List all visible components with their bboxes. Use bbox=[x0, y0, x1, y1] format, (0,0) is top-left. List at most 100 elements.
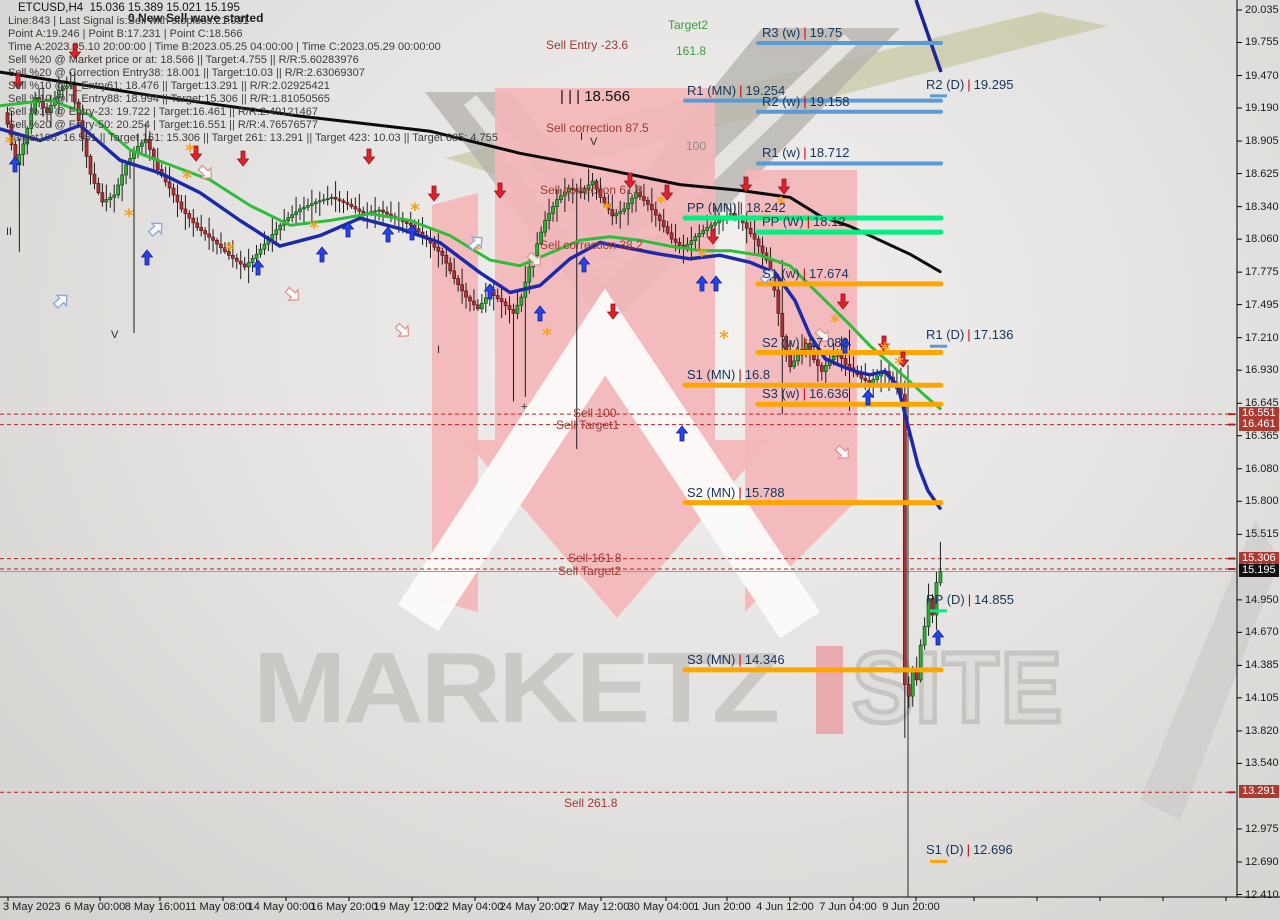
fib-label: Sell 261.8 bbox=[564, 796, 618, 810]
buy-arrow-icon bbox=[483, 283, 497, 300]
candle-down bbox=[606, 203, 611, 211]
candle-down bbox=[756, 238, 761, 247]
price-badge-15-306: 15.306 bbox=[1239, 551, 1279, 565]
candle-up bbox=[918, 644, 923, 681]
candle-down bbox=[242, 263, 247, 268]
sr-separator: | bbox=[803, 145, 807, 161]
candle-down bbox=[610, 209, 615, 217]
candle-up bbox=[278, 224, 283, 231]
candle-down bbox=[349, 203, 354, 207]
sr-label-r2d: R2 (D) | 19.295 bbox=[926, 77, 1013, 92]
candle-down bbox=[227, 251, 231, 256]
sell-arrow-icon bbox=[68, 43, 82, 60]
candle-up bbox=[116, 184, 121, 196]
fast-ma-line bbox=[0, 98, 942, 410]
hollow-down-arrow-icon bbox=[197, 164, 213, 180]
sell-arrow-icon bbox=[362, 148, 376, 165]
price-axis-label: 20.035 bbox=[1245, 4, 1279, 16]
sr-label-ppmn: PP (MN) | 18.242 bbox=[687, 200, 786, 215]
candle-down bbox=[41, 102, 45, 108]
candle-up bbox=[693, 236, 698, 241]
sr-value: 19.295 bbox=[973, 76, 1014, 92]
candle-up bbox=[33, 97, 38, 114]
price-axis-label: 14.105 bbox=[1245, 691, 1279, 704]
buy-arrow-icon bbox=[533, 305, 547, 322]
sr-label-ppd: PP (D) | 14.855 bbox=[926, 592, 1014, 607]
wave-mark: II bbox=[6, 226, 13, 238]
candle-up bbox=[519, 296, 524, 306]
candle-down bbox=[476, 304, 480, 310]
price-axis-label: 12.410 bbox=[1245, 888, 1279, 901]
wave-mark: I bbox=[580, 131, 584, 143]
candle-up bbox=[614, 213, 619, 217]
sr-label-s2w: S2 (w) | 17.082 bbox=[762, 335, 849, 350]
candle-up bbox=[717, 220, 721, 224]
candle-up bbox=[120, 174, 124, 186]
candle-down bbox=[416, 228, 421, 233]
star-marker-icon: * bbox=[656, 192, 666, 214]
candle-up bbox=[689, 240, 694, 245]
price-axis-label: 18.060 bbox=[1245, 233, 1279, 246]
sr-name: R1 (w) bbox=[762, 145, 801, 161]
candle-down bbox=[215, 239, 219, 245]
sr-name: S1 (D) bbox=[926, 842, 964, 858]
sr-value: 16.636 bbox=[808, 386, 849, 402]
price-axis-label: 17.495 bbox=[1245, 298, 1279, 311]
candle-down bbox=[638, 192, 642, 197]
info-line-7: Sell %10 @ T_Entry88: 18.994 || Target:1… bbox=[8, 93, 330, 105]
price-axis-label: 18.905 bbox=[1245, 135, 1279, 148]
sr-name: S2 (MN) bbox=[687, 484, 736, 500]
candle-down bbox=[191, 217, 196, 224]
candle-up bbox=[329, 196, 334, 199]
price-axis-label: 16.645 bbox=[1245, 397, 1279, 410]
time-axis-label: 1 Jun 20:00 bbox=[693, 901, 751, 913]
candle-up bbox=[938, 571, 943, 583]
candle-down bbox=[511, 309, 516, 314]
candle-down bbox=[234, 257, 239, 262]
candle-up bbox=[29, 112, 34, 129]
sr-label-s3mn: S3 (MN) | 14.346 bbox=[687, 652, 785, 667]
sr-separator: | bbox=[738, 367, 742, 383]
time-axis-label: 27 May 12:00 bbox=[562, 901, 630, 913]
wave-mark: I bbox=[437, 344, 441, 356]
price-axis-label: 12.975 bbox=[1245, 822, 1279, 835]
price-axis-label: 17.775 bbox=[1245, 266, 1279, 279]
fib-label: 100 bbox=[686, 139, 707, 153]
candle-down bbox=[404, 221, 409, 224]
mid-ma-line bbox=[0, 123, 942, 510]
time-axis-label: 6 May 00:00 bbox=[64, 901, 126, 913]
hollow-up-arrow-icon bbox=[52, 294, 68, 309]
slow-ma-line bbox=[0, 70, 942, 274]
time-axis-label: 7 Jun 04:00 bbox=[819, 901, 877, 913]
hollow-up-arrow-icon bbox=[759, 269, 775, 284]
buy-arrow-icon bbox=[341, 221, 355, 238]
candle-up bbox=[124, 164, 128, 176]
time-axis-label: 19 May 12:00 bbox=[373, 901, 441, 913]
watermark-white-chevron bbox=[397, 288, 820, 639]
candle-down bbox=[665, 226, 670, 234]
candle-up bbox=[298, 208, 302, 213]
sr-value: 16.8 bbox=[744, 367, 771, 383]
candle-up bbox=[49, 104, 53, 114]
price-axis-label: 14.670 bbox=[1245, 626, 1279, 639]
sr-label-r1mn: R1 (MN) | 19.254 bbox=[687, 83, 785, 98]
fib-label: Sell Target2 bbox=[558, 564, 622, 578]
time-axis-label: 3 May 2023 bbox=[3, 901, 61, 913]
candle-up bbox=[274, 229, 279, 235]
candle-down bbox=[456, 278, 460, 286]
candle-up bbox=[258, 248, 263, 255]
candle-up bbox=[108, 196, 113, 201]
candle-down bbox=[752, 233, 757, 240]
candle-up bbox=[547, 213, 551, 221]
buy-arrow-icon bbox=[381, 226, 395, 243]
candle-down bbox=[744, 222, 749, 229]
candle-up bbox=[559, 195, 563, 201]
star-marker-icon: * bbox=[719, 327, 729, 349]
candle-up bbox=[563, 191, 567, 197]
sell-arrow-icon bbox=[189, 145, 203, 162]
sr-value: 17.082 bbox=[808, 334, 849, 350]
candle-up bbox=[831, 355, 836, 361]
candle-up bbox=[57, 90, 61, 99]
